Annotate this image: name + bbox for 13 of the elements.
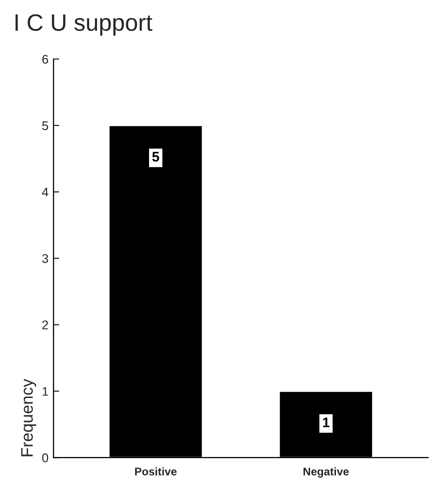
y-tick-label: 1 bbox=[42, 387, 48, 396]
data-label: 5 bbox=[152, 152, 160, 162]
y-tick-label: 0 bbox=[42, 453, 48, 462]
y-tick-label: 2 bbox=[42, 320, 48, 330]
y-tick-label: 4 bbox=[42, 188, 48, 196]
y-tick-label: 5 bbox=[42, 121, 48, 130]
chart-title: I C U support bbox=[16, 14, 152, 36]
y-tick-label: 3 bbox=[42, 254, 48, 263]
x-tick-label: Positive bbox=[135, 467, 177, 476]
y-axis-title: Frequency bbox=[21, 378, 36, 456]
y-tick-label: 6 bbox=[42, 54, 48, 64]
data-label: 1 bbox=[323, 418, 330, 428]
x-tick-label: Negative bbox=[304, 467, 349, 478]
